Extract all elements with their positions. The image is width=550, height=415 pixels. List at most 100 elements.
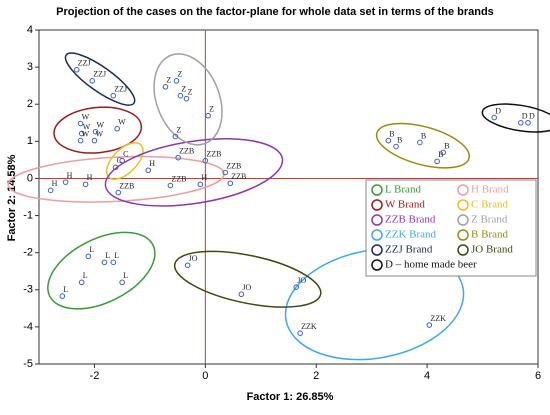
point-label: ZZB xyxy=(119,181,134,190)
point xyxy=(417,139,423,146)
point xyxy=(525,119,531,126)
x-tick-label: 4 xyxy=(424,370,430,382)
legend xyxy=(365,179,537,277)
point-label: ZZK xyxy=(430,314,446,323)
point-label: W xyxy=(118,118,126,127)
legend-marker xyxy=(457,244,469,256)
group-ellipse xyxy=(173,250,322,308)
y-tick-label: -2 xyxy=(23,247,33,259)
point xyxy=(434,158,440,165)
y-tick-label: 2 xyxy=(27,98,33,110)
point-label: JO xyxy=(297,276,306,285)
point-label: D xyxy=(522,112,528,121)
group-ellipse xyxy=(53,106,143,154)
point xyxy=(62,179,69,185)
chart-title: Projection of the cases on the factor-pl… xyxy=(56,6,494,18)
point-label: W xyxy=(82,129,90,138)
x-tick-label: 2 xyxy=(313,370,319,382)
point xyxy=(222,169,229,176)
point xyxy=(77,137,84,144)
y-axis-label: Factor 2: 14.58% xyxy=(6,154,18,241)
point-label: H xyxy=(87,173,93,182)
point-label: Z xyxy=(181,85,186,94)
point-label: W xyxy=(95,129,103,138)
point-label: ZZB xyxy=(231,172,246,181)
legend-label: H Brand xyxy=(471,184,509,196)
point xyxy=(162,83,169,90)
point xyxy=(110,259,117,266)
point-label: C xyxy=(117,156,122,165)
point-label: W xyxy=(83,122,91,131)
point-label: L xyxy=(89,245,94,254)
point-label: ZZJ xyxy=(93,70,106,79)
point-label: L xyxy=(123,271,128,280)
group-ellipse xyxy=(7,155,225,203)
point-label: Z xyxy=(166,76,171,85)
point xyxy=(184,262,191,269)
point xyxy=(183,95,190,102)
point xyxy=(177,92,184,99)
group-ellipse xyxy=(153,53,223,146)
point xyxy=(119,279,125,286)
point-label: D xyxy=(495,106,501,115)
y-tick-label: 1 xyxy=(27,135,33,147)
legend-label: ZZJ Brand xyxy=(385,244,433,256)
point xyxy=(238,291,245,298)
group-ellipse xyxy=(104,138,284,207)
point xyxy=(167,182,174,189)
legend-label: C Brand xyxy=(471,199,508,211)
legend-marker xyxy=(457,214,469,226)
y-tick-label: 4 xyxy=(27,24,33,36)
point-label: ZZJ xyxy=(114,85,127,94)
legend-label: JO Brand xyxy=(471,244,513,256)
point xyxy=(440,149,446,156)
point-label: C xyxy=(123,149,128,158)
legend-label: ZZK Brand xyxy=(385,229,437,241)
point xyxy=(297,330,303,336)
legend-marker xyxy=(457,184,469,196)
point xyxy=(92,128,99,135)
point-label: ZZB xyxy=(171,174,186,183)
point-label: ZZJ xyxy=(78,59,91,68)
point xyxy=(518,119,524,126)
point-label: JO xyxy=(242,283,251,292)
point xyxy=(172,133,179,140)
plot-frame xyxy=(38,29,539,365)
x-tick-label: 0 xyxy=(202,370,208,382)
point xyxy=(85,253,92,260)
point xyxy=(202,157,209,164)
x-tick-label: -2 xyxy=(90,370,100,382)
y-tick-label: -4 xyxy=(23,321,33,333)
point xyxy=(114,125,120,132)
point-label: W xyxy=(82,112,90,121)
point-label: B xyxy=(444,141,449,150)
point xyxy=(78,130,85,137)
legend-marker xyxy=(371,214,383,226)
point-label: Z xyxy=(178,70,183,79)
point-label: Z xyxy=(209,105,214,114)
legend-marker xyxy=(371,244,383,256)
point-label: L xyxy=(114,251,119,260)
point xyxy=(426,322,433,328)
point xyxy=(47,187,54,194)
point-label: L xyxy=(83,271,88,280)
point xyxy=(77,120,84,127)
point xyxy=(115,189,122,196)
point-label: B xyxy=(397,135,402,144)
point xyxy=(393,143,399,150)
point xyxy=(385,137,392,144)
point xyxy=(197,181,204,188)
point-label: H xyxy=(67,171,73,180)
point-label: Z xyxy=(176,125,181,134)
legend-marker xyxy=(371,199,383,211)
point-label: L xyxy=(63,285,68,294)
legend-label: D – home made beer xyxy=(385,259,477,271)
point-label: Z xyxy=(187,87,192,96)
point xyxy=(78,279,85,286)
point xyxy=(173,78,180,84)
group-ellipse xyxy=(47,231,156,310)
point xyxy=(293,284,300,290)
group-ellipse xyxy=(481,103,550,133)
group-ellipse xyxy=(284,247,465,361)
